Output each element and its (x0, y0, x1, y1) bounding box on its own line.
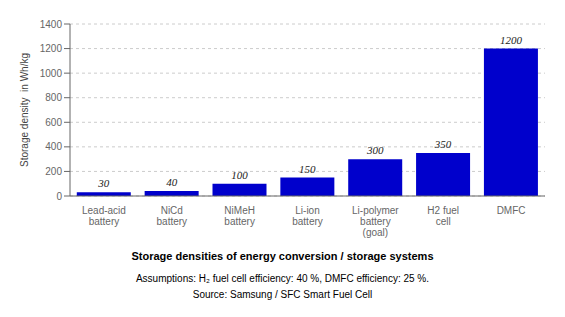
svg-text:Lead-acidbattery: Lead-acidbattery (82, 205, 126, 227)
svg-text:30: 30 (97, 177, 110, 189)
svg-text:1200: 1200 (500, 34, 523, 46)
svg-text:40: 40 (166, 176, 178, 188)
svg-text:H2 fuelcell: H2 fuelcell (427, 205, 459, 227)
html-text:Source: Samsung / SFC Smart Fu: Source: Samsung / SFC Smart Fuel Cell (192, 289, 373, 300)
svg-text:DMFC: DMFC (497, 205, 526, 216)
svg-text:NiMeHbattery: NiMeHbattery (224, 205, 255, 227)
svg-text:400: 400 (45, 141, 62, 152)
svg-text:Storage density in Wh/kg: Storage density in Wh/kg (19, 53, 30, 167)
html-text:Assumptions: H₂ fuel cell effi: Assumptions: H₂ fuel cell efficiency: 40… (136, 273, 429, 284)
svg-text:0: 0 (56, 191, 62, 202)
svg-text:1000: 1000 (40, 68, 63, 79)
svg-text:800: 800 (45, 92, 62, 103)
svg-text:1400: 1400 (40, 19, 63, 30)
html-text:Storage densities of energy co: Storage densities of energy conversion /… (131, 250, 434, 262)
svg-text:200: 200 (45, 166, 62, 177)
svg-text:Li-ionbattery: Li-ionbattery (292, 205, 323, 227)
svg-text:300: 300 (366, 144, 384, 156)
svg-text:350: 350 (434, 138, 452, 150)
svg-text:100: 100 (231, 169, 248, 181)
svg-text:NiCdbattery: NiCdbattery (156, 205, 187, 227)
svg-text:150: 150 (299, 163, 316, 175)
svg-text:600: 600 (45, 117, 62, 128)
svg-text:Li-polymerbattery(goal): Li-polymerbattery(goal) (352, 205, 399, 238)
svg-text:1200: 1200 (40, 43, 63, 54)
